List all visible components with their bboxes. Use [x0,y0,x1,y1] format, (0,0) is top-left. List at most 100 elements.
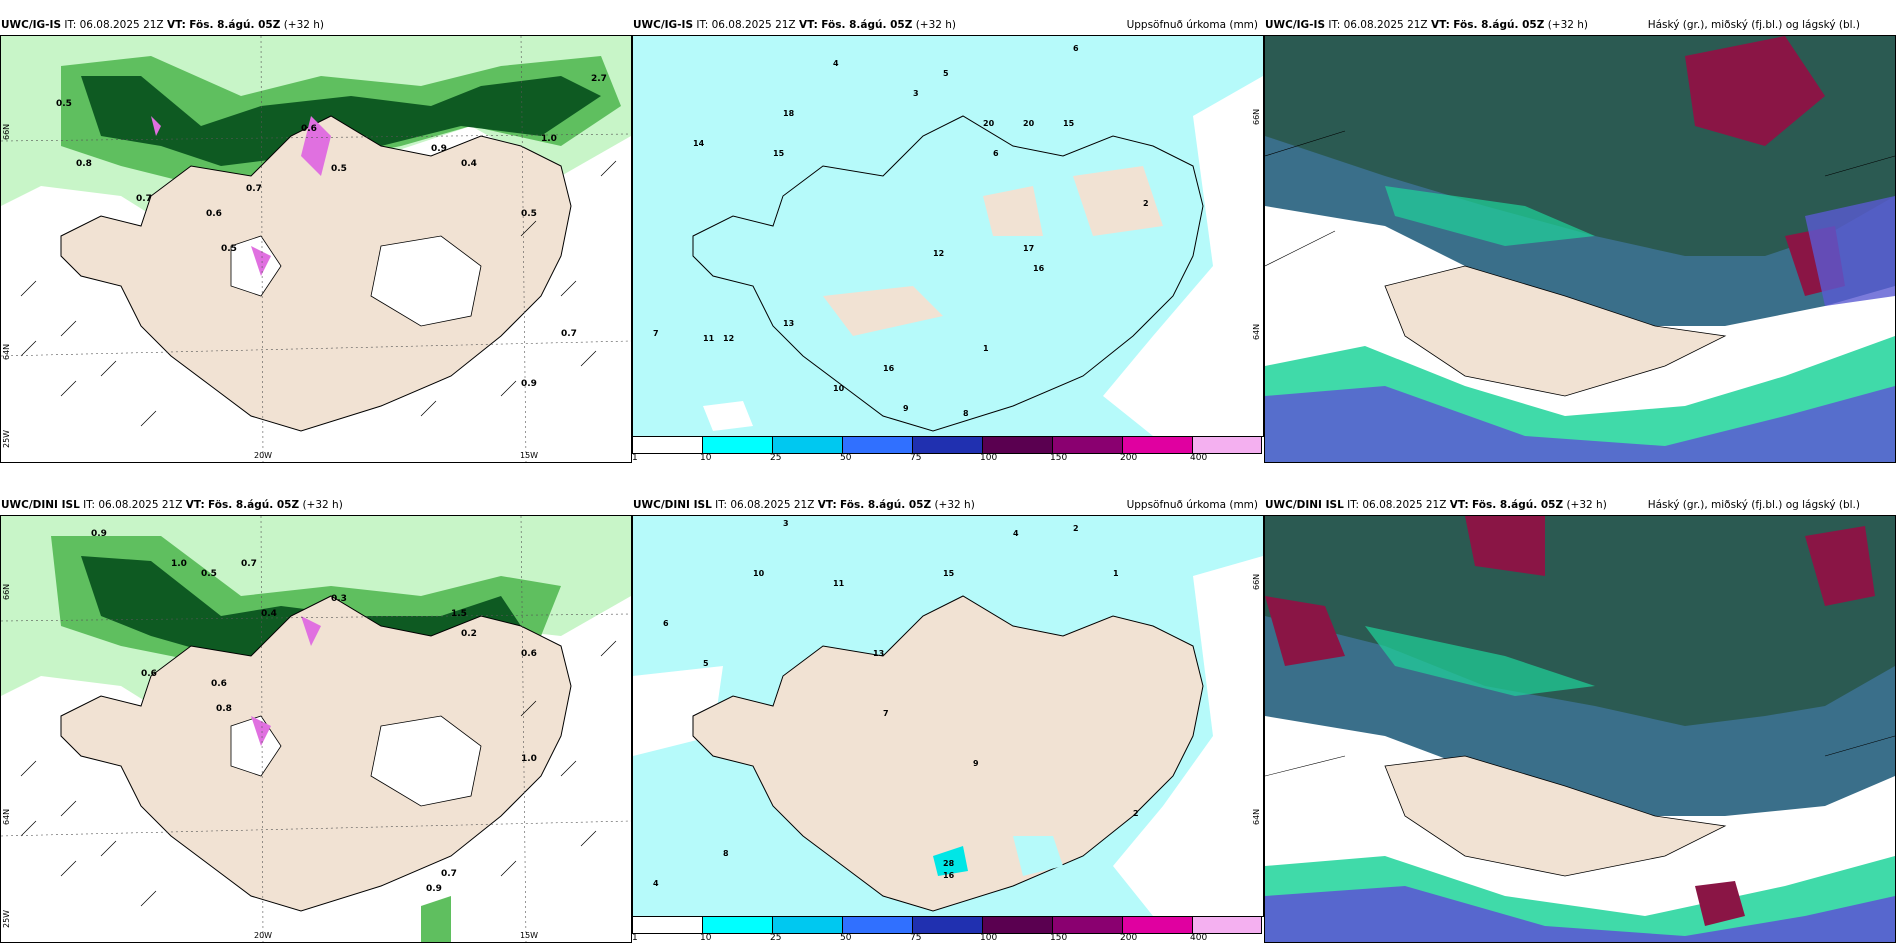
svg-text:0.5: 0.5 [221,244,237,254]
panel-ig-accumulated-precip: UWC/IG-IS IT: 06.08.2025 21Z VT: Fös. 8.… [632,15,1264,465]
lat-label-64n: 64N [1252,808,1261,825]
svg-text:3: 3 [783,519,789,528]
svg-text:7: 7 [653,329,659,338]
colorbar-segment [983,917,1053,933]
precip-colorbar [632,916,1262,934]
colorbar-segment [1053,917,1123,933]
svg-text:1.0: 1.0 [541,134,557,144]
it-value: 06.08.2025 21Z [1343,19,1428,31]
svg-text:0.7: 0.7 [136,194,152,204]
colorbar-segment [633,917,703,933]
it-label: IT: [1347,499,1360,511]
lat-label-64n: 64N [2,343,11,360]
svg-text:14: 14 [693,139,705,148]
panel-right-title: Uppsöfnuð úrkoma (mm) [1126,19,1258,31]
map-area[interactable]: 0.9 1.0 0.5 0.7 0.3 1.5 0.2 0.4 0.6 1.0 0.9 0.7 … [0,515,632,943]
panel-header: UWC/DINI ISL IT: 06.08.2025 21Z VT: Fös.… [1264,495,1900,515]
lat-label-66n: 66N [1252,573,1261,590]
panel-header: UWC/IG-IS IT: 06.08.2025 21Z VT: Fös. 8.… [632,15,1264,35]
panel-dini-precip-wind: UWC/DINI ISL IT: 06.08.2025 21Z VT: Fös.… [0,495,632,945]
map-area[interactable] [1264,35,1896,463]
svg-text:4: 4 [653,879,659,888]
svg-text:6: 6 [1073,44,1079,53]
vt-label: VT: [798,19,818,31]
lon-label-25w: 25W [2,429,11,448]
svg-text:0.8: 0.8 [76,159,92,169]
svg-text:0.9: 0.9 [431,144,447,154]
lat-label-66n: 66N [2,123,11,140]
lat-label-66n: 66N [1252,108,1261,125]
vt-label: VT: [185,499,205,511]
lead-time: (+32 h) [1566,499,1607,511]
svg-text:6: 6 [663,619,669,628]
svg-text:4: 4 [833,59,839,68]
svg-text:0.5: 0.5 [56,99,72,109]
vt-value: Fös. 8.ágú. 05Z [821,19,913,31]
vt-value: Fös. 8.ágú. 05Z [840,499,932,511]
colorbar-labels: 1 10 25 50 75 100 150 200 400 [632,933,1262,945]
svg-text:15: 15 [1063,119,1075,128]
svg-text:0.7: 0.7 [246,184,262,194]
colorbar-segment [913,437,983,453]
lat-label-66n: 66N [2,583,11,600]
model-name: UWC/DINI ISL [1265,499,1344,511]
cb-tick: 400 [1190,933,1208,943]
colorbar-segment [1193,917,1261,933]
svg-text:1.0: 1.0 [521,754,537,764]
svg-text:18: 18 [783,109,795,118]
svg-text:0.9: 0.9 [521,379,537,389]
colorbar-segment [1123,437,1193,453]
lon-label-25w: 25W [2,909,11,928]
cb-tick: 10 [700,453,712,463]
colorbar-labels: 1 10 25 50 75 100 150 200 400 [632,453,1262,465]
lat-label-64n: 64N [1252,323,1261,340]
svg-text:9: 9 [973,759,979,768]
cb-tick: 75 [910,933,922,943]
svg-text:16: 16 [1033,264,1045,273]
svg-text:0.6: 0.6 [211,679,227,689]
svg-text:0.7: 0.7 [561,329,577,339]
colorbar-segment [913,917,983,933]
cb-tick: 150 [1050,453,1068,463]
cb-tick: 75 [910,453,922,463]
svg-text:2: 2 [1133,809,1139,818]
svg-text:13: 13 [873,649,884,658]
map-area[interactable]: 0.5 2.7 0.8 0.7 0.6 0.5 0.9 1.0 0.4 0.5 0.7 0.9 … [0,35,632,463]
svg-text:1.5: 1.5 [451,609,467,619]
it-label: IT: [715,499,728,511]
model-name: UWC/DINI ISL [633,499,712,511]
panel-ig-precip-wind: UWC/IG-IS IT: 06.08.2025 21Z VT: Fös. 8.… [0,15,632,465]
svg-text:10: 10 [753,569,765,578]
cb-tick: 400 [1190,453,1208,463]
svg-text:1: 1 [1113,569,1119,578]
panel-header: UWC/DINI ISL IT: 06.08.2025 21Z VT: Fös.… [0,495,632,515]
svg-text:12: 12 [933,249,944,258]
vt-value: Fös. 8.ágú. 05Z [189,19,281,31]
map-area[interactable] [1264,515,1896,943]
svg-text:2: 2 [1143,199,1149,208]
cb-tick: 1 [632,453,638,463]
svg-text:8: 8 [963,409,969,418]
svg-text:0.7: 0.7 [241,559,257,569]
colorbar-segment [843,917,913,933]
svg-text:0.4: 0.4 [261,609,277,619]
svg-text:1: 1 [983,344,989,353]
colorbar-segment [1193,437,1261,453]
svg-text:1.0: 1.0 [171,559,187,569]
cb-tick: 200 [1120,453,1138,463]
it-label: IT: [64,19,77,31]
svg-text:28: 28 [943,859,955,868]
svg-text:11: 11 [833,579,845,588]
svg-text:5: 5 [703,659,709,668]
svg-text:5: 5 [943,69,949,78]
cb-tick: 25 [770,453,782,463]
lon-label-15w: 15W [520,931,539,940]
svg-text:0.5: 0.5 [521,209,537,219]
svg-text:15: 15 [773,149,785,158]
cb-tick: 50 [840,933,852,943]
svg-text:6: 6 [993,149,999,158]
svg-text:10: 10 [833,384,845,393]
model-name: UWC/DINI ISL [1,499,80,511]
